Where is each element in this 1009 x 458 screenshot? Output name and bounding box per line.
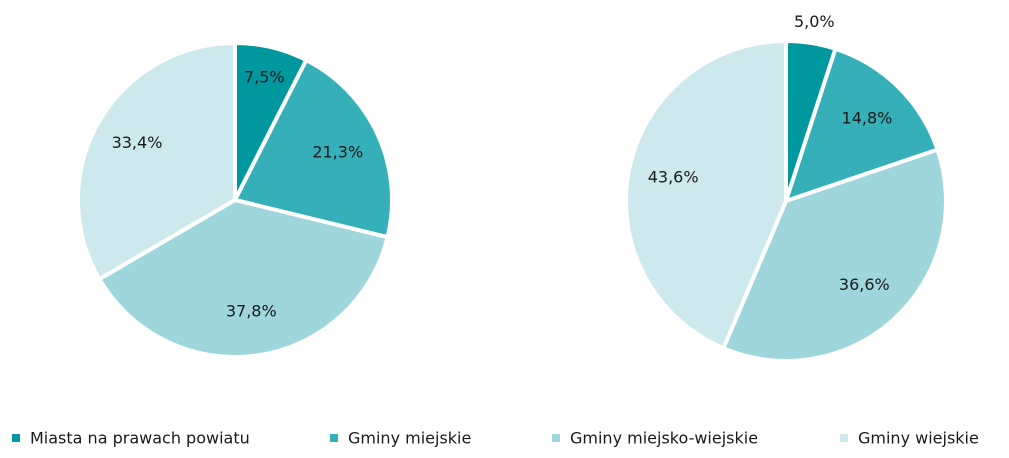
legend-swatch [552, 434, 560, 442]
pie-slice [784, 46, 940, 203]
data-label: 33,4% [112, 133, 163, 152]
pie-slice [721, 147, 948, 363]
data-label: 14,8% [842, 109, 893, 128]
data-label: 5,0% [794, 12, 835, 31]
legend-swatch [12, 434, 20, 442]
legend-label: Gminy miejsko-wiejskie [570, 429, 758, 448]
pie-slice [233, 58, 394, 240]
legend-swatch [840, 434, 848, 442]
pie-slice [624, 39, 788, 351]
data-label: 21,3% [312, 142, 363, 161]
data-label: 43,6% [648, 167, 699, 186]
data-label: 36,6% [839, 275, 890, 294]
legend-label: Gminy miejskie [348, 429, 471, 448]
data-label: 37,8% [226, 301, 277, 320]
legend-label: Gminy wiejskie [858, 429, 979, 448]
legend-swatch [330, 434, 338, 442]
pie-slice [76, 41, 237, 282]
data-label: 7,5% [244, 67, 285, 86]
legend-label: Miasta na prawach powiatu [30, 429, 250, 448]
